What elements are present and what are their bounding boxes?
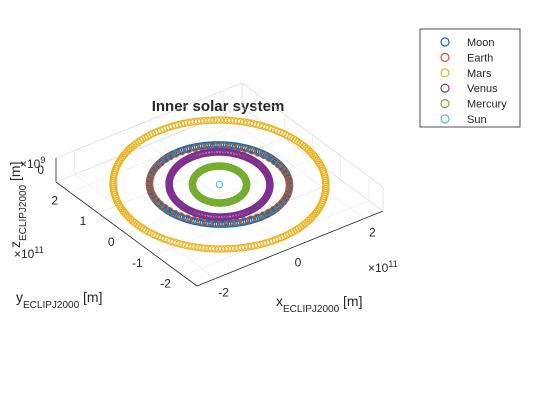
z-tick-labels: 0 <box>37 163 44 177</box>
y-tick-label: -2 <box>160 277 171 291</box>
data-point <box>177 212 185 220</box>
series-mercury <box>188 162 251 207</box>
legend-label-earth: Earth <box>467 52 493 64</box>
y-axis-label: yECLIPJ2000 [m] <box>16 289 103 311</box>
data-point <box>118 153 127 162</box>
data-point <box>191 144 199 152</box>
x-tick-label: 0 <box>295 256 302 270</box>
data-point <box>117 155 125 163</box>
data-point <box>116 202 124 211</box>
data-point <box>183 214 192 222</box>
data-point <box>312 207 321 216</box>
legend-label-mars: Mars <box>467 68 492 80</box>
data-point <box>284 175 293 184</box>
series-mars <box>109 116 330 253</box>
legend-marker-mars <box>440 68 450 78</box>
z-axis-label: zECLIPJ2000 [m] <box>7 162 29 249</box>
data-point <box>254 149 262 157</box>
data-point <box>258 164 267 172</box>
grid-line <box>69 117 257 193</box>
y-tick-labels: -2 -1 0 1 2 <box>51 193 171 290</box>
grid-line <box>182 200 370 276</box>
data-point <box>284 187 293 196</box>
data-point <box>270 157 278 165</box>
data-point <box>315 158 323 167</box>
data-point <box>280 195 289 204</box>
x-tick-label: -2 <box>218 286 229 300</box>
plot-area <box>109 116 330 253</box>
data-point <box>240 217 248 225</box>
data-point <box>314 206 322 214</box>
data-point <box>241 145 249 153</box>
legend-label-moon: Moon <box>467 37 495 49</box>
legend-label-sun: Sun <box>467 114 487 126</box>
x-tick-labels: -2 0 2 <box>218 226 376 300</box>
legend-marker-mercury <box>440 98 450 109</box>
y-tick-label: 2 <box>51 193 58 207</box>
legend: Moon Earth Mars Venus Mercury Sun <box>419 28 521 128</box>
data-point <box>190 216 198 224</box>
data-point <box>146 173 155 182</box>
data-point <box>148 169 156 178</box>
series-venus <box>165 148 274 221</box>
data-point <box>145 177 154 186</box>
legend-label-mercury: Mercury <box>467 99 507 111</box>
legend-marker-venus <box>440 83 450 93</box>
chart-title: Inner solar system <box>152 98 285 115</box>
data-point <box>285 183 294 192</box>
data-point <box>145 181 154 190</box>
data-point <box>237 170 246 178</box>
data-point <box>302 144 311 152</box>
data-point <box>259 164 267 173</box>
data-point <box>316 160 324 169</box>
series-sun <box>215 180 224 189</box>
z-axis-multiplier: ×109 <box>20 155 45 171</box>
z-tick-label: 0 <box>37 163 44 177</box>
data-point <box>285 179 294 188</box>
x-axis-multiplier: ×1011 <box>368 259 398 275</box>
data-point <box>150 165 159 174</box>
legend-marker-earth <box>440 52 450 63</box>
data-point <box>304 146 312 154</box>
data-point <box>247 147 256 155</box>
y-tick-label: 0 <box>108 235 115 249</box>
data-point <box>283 191 291 200</box>
data-point <box>257 163 266 171</box>
data-point <box>146 185 155 194</box>
data-point <box>256 162 265 170</box>
y-tick-label: 1 <box>80 214 87 228</box>
data-point <box>283 171 292 180</box>
legend-label-venus: Venus <box>467 83 498 95</box>
data-point <box>147 189 156 198</box>
legend-marker-sun <box>440 114 450 124</box>
data-point <box>115 200 123 209</box>
x-axis-label: xECLIPJ2000 [m] <box>276 293 363 315</box>
data-point-sun <box>215 180 224 189</box>
legend-marker-moon <box>440 37 450 47</box>
y-tick-label: -1 <box>132 256 143 270</box>
y-axis-multiplier: ×1011 <box>14 245 44 261</box>
x-tick-label: 2 <box>369 226 376 240</box>
